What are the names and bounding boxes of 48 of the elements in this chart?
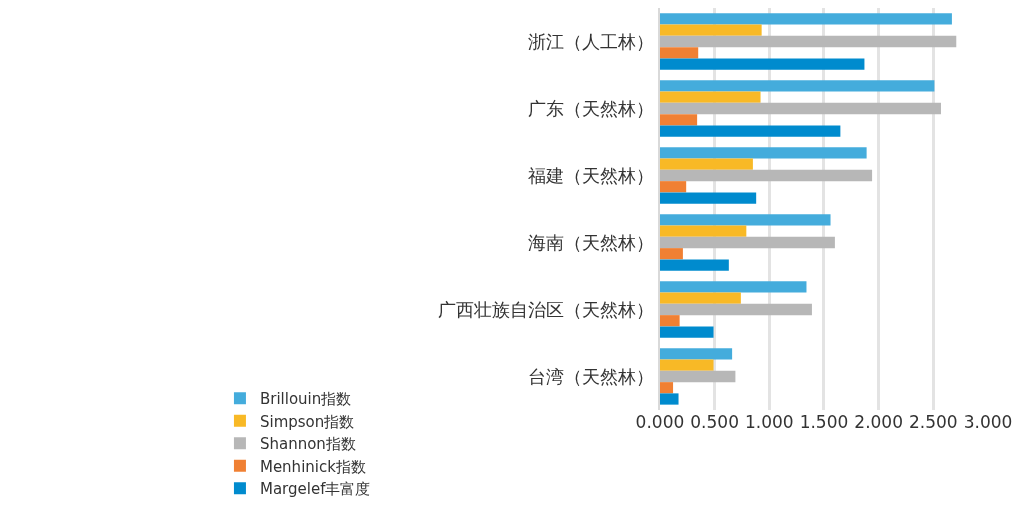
bar — [659, 91, 761, 103]
y-tick-label: 广东（天然林） — [528, 97, 655, 119]
bar — [659, 158, 753, 170]
bar — [659, 225, 747, 237]
bar — [659, 315, 680, 327]
bar — [659, 359, 714, 371]
x-tick-label: 0.000 — [635, 412, 685, 432]
bar — [659, 80, 935, 92]
bar — [659, 326, 714, 338]
bar — [659, 102, 941, 115]
bar — [659, 181, 687, 193]
y-tick-label: 广西壮族自治区（天然林） — [438, 298, 655, 320]
bar — [659, 214, 831, 226]
x-tick-label: 3.000 — [963, 412, 1013, 432]
legend-label: Margelef丰富度 — [259, 480, 371, 499]
bar — [659, 24, 762, 36]
bar — [659, 13, 952, 25]
bar — [659, 393, 679, 405]
legend-label: Simpson指数 — [259, 412, 355, 431]
bar — [659, 370, 736, 383]
bar — [659, 259, 729, 271]
x-tick-label: 1.000 — [744, 412, 794, 432]
bar — [659, 248, 683, 260]
legend-label: Menhinick指数 — [259, 457, 366, 476]
bar — [659, 236, 835, 249]
bar — [659, 382, 674, 394]
x-tick-label: 2.000 — [854, 412, 903, 432]
bar — [659, 281, 807, 293]
bar — [659, 58, 865, 70]
legend-label: Brillouin指数 — [259, 390, 352, 409]
x-tick-label: 2.500 — [908, 412, 958, 432]
bar — [659, 147, 867, 159]
bar — [659, 303, 812, 316]
bar — [659, 348, 733, 360]
bar — [659, 192, 757, 204]
x-tick-label: 0.500 — [690, 412, 739, 432]
bar — [659, 35, 957, 48]
y-tick-label: 浙江（人工林） — [528, 30, 655, 52]
y-tick-label: 台湾（天然林） — [528, 365, 655, 387]
bar — [659, 169, 873, 182]
y-tick-label: 海南（天然林） — [528, 231, 655, 253]
bar — [659, 47, 699, 59]
bar — [659, 125, 841, 137]
x-tick-label: 1.500 — [799, 412, 849, 432]
bar — [659, 292, 741, 304]
bar — [659, 114, 698, 126]
legend-label: Shannon指数 — [259, 435, 356, 454]
y-tick-label: 福建（天然林） — [528, 164, 655, 186]
